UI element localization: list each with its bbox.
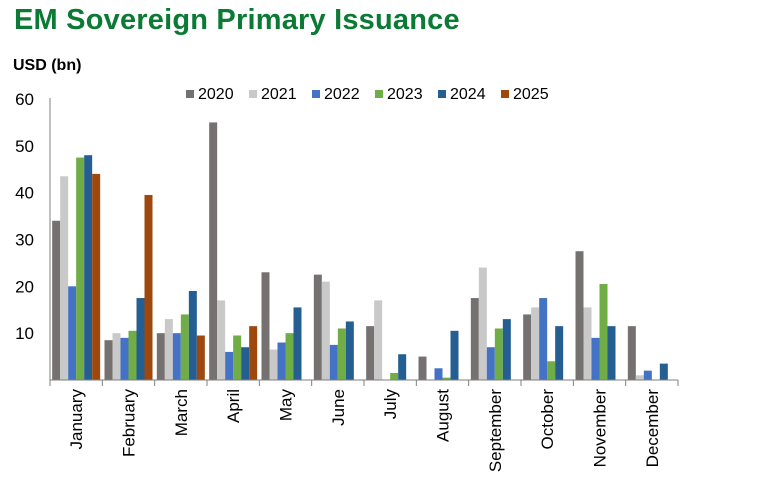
legend-swatch-2021	[249, 90, 257, 98]
bar-2022-september	[486, 347, 495, 380]
bar-2020-february	[104, 340, 113, 380]
legend-label-2025: 2025	[513, 86, 549, 103]
bar-2024-february	[136, 298, 145, 380]
y-tick-label: 10	[15, 324, 34, 343]
bar-2024-september	[502, 319, 511, 380]
bar-2021-october	[531, 307, 540, 380]
bar-2021-december	[635, 375, 644, 380]
x-tick-label-january: January	[67, 389, 86, 450]
x-tick-label-june: June	[329, 389, 348, 426]
bar-2025-march	[196, 335, 205, 380]
legend-label-2024: 2024	[450, 86, 486, 103]
bar-2023-october	[547, 361, 556, 380]
bar-2024-april	[241, 347, 250, 380]
bar-2024-october	[555, 326, 564, 380]
bar-2024-may	[293, 307, 302, 380]
legend-label-2022: 2022	[324, 86, 360, 103]
bar-2020-september	[470, 298, 479, 380]
bar-2022-january	[68, 286, 77, 380]
bar-2020-july	[366, 326, 375, 380]
bar-2020-december	[627, 326, 636, 380]
bar-2022-october	[539, 298, 548, 380]
bar-2021-april	[217, 300, 226, 380]
bar-2023-june	[337, 328, 346, 380]
bar-2022-february	[120, 337, 129, 380]
legend-swatch-2020	[186, 90, 194, 98]
bar-2020-march	[156, 333, 165, 380]
bar-2022-august	[434, 368, 443, 380]
bar-2020-june	[313, 274, 322, 381]
legend-swatch-2023	[375, 90, 383, 98]
bar-2021-june	[321, 281, 330, 380]
bar-2025-january	[92, 173, 101, 380]
legend-swatch-2022	[312, 90, 320, 98]
legend-label-2023: 2023	[387, 86, 423, 103]
bar-2023-january	[76, 157, 85, 380]
bar-2021-may	[269, 349, 278, 380]
bar-2021-july	[374, 300, 383, 380]
chart-title: EM Sovereign Primary Issuance	[14, 4, 460, 36]
bar-2024-november	[607, 326, 616, 380]
bar-2023-may	[285, 333, 294, 380]
bar-2024-august	[450, 330, 459, 380]
bar-2024-march	[188, 291, 197, 380]
y-axis-unit-label: USD (bn)	[13, 57, 82, 74]
y-tick-label: 20	[15, 277, 34, 296]
x-tick-label-december: December	[643, 389, 662, 468]
x-tick-label-march: March	[172, 389, 191, 436]
x-tick-label-august: August	[434, 389, 453, 442]
bar-2023-september	[494, 328, 503, 380]
bar-2020-may	[261, 272, 270, 380]
bar-2020-april	[209, 122, 218, 381]
legend-label-2020: 2020	[198, 86, 234, 103]
bar-2024-december	[659, 363, 668, 380]
bar-2020-january	[52, 220, 61, 380]
x-tick-label-october: October	[538, 389, 557, 450]
y-tick-label: 50	[15, 137, 34, 156]
bar-2023-august	[442, 377, 451, 380]
bar-2022-november	[591, 337, 600, 380]
bar-2022-june	[329, 344, 338, 381]
bar-2022-may	[277, 342, 286, 380]
bar-2021-march	[164, 319, 173, 380]
x-tick-label-november: November	[591, 389, 610, 468]
legend-swatch-2025	[501, 90, 509, 98]
legend-swatch-2024	[438, 90, 446, 98]
bar-2022-april	[225, 351, 234, 380]
axes-layer: 10 20 30 40 50 60 January February March April May…	[15, 90, 679, 472]
bar-2025-april	[249, 326, 258, 380]
bar-2021-february	[112, 333, 121, 380]
bar-2024-june	[345, 321, 354, 380]
bar-2022-december	[643, 370, 652, 380]
bar-2023-april	[233, 335, 242, 380]
y-tick-label: 30	[15, 231, 34, 250]
y-tick-label: 60	[15, 90, 34, 109]
bar-2023-july	[390, 372, 399, 380]
legend: 2020 2021 2022 2023 2024 2025	[186, 86, 549, 103]
bar-2021-september	[478, 267, 487, 380]
x-tick-label-may: May	[277, 389, 296, 422]
bar-2023-february	[128, 330, 137, 380]
bar-2025-february	[144, 195, 153, 380]
bar-2020-august	[418, 356, 427, 380]
bar-2020-november	[575, 251, 584, 380]
bars-layer	[52, 122, 668, 381]
x-tick-label-july: July	[381, 389, 400, 420]
bar-2021-november	[583, 307, 592, 380]
bar-2023-march	[180, 314, 189, 380]
bar-2021-january	[60, 176, 69, 380]
bar-2023-november	[599, 283, 608, 380]
x-tick-label-september: September	[486, 389, 505, 472]
bar-2024-july	[398, 354, 407, 380]
legend-label-2021: 2021	[261, 86, 297, 103]
bar-2022-march	[172, 333, 181, 380]
y-tick-label: 40	[15, 184, 34, 203]
bar-2020-october	[523, 314, 532, 380]
x-tick-label-april: April	[224, 389, 243, 423]
bar-2024-january	[84, 155, 93, 380]
x-tick-label-february: February	[120, 389, 139, 458]
